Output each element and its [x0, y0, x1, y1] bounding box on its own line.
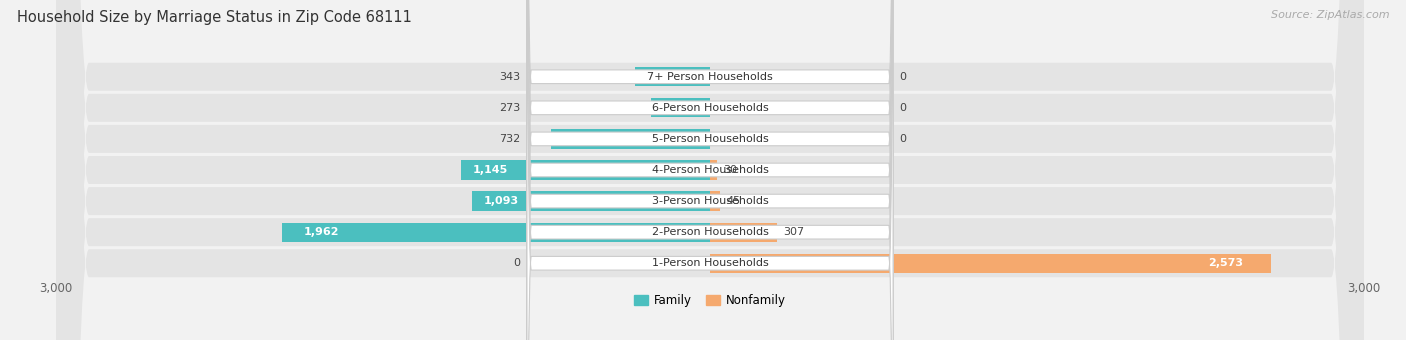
Bar	[461, 160, 710, 180]
Bar	[636, 67, 710, 86]
Bar	[710, 191, 720, 211]
Text: Source: ZipAtlas.com: Source: ZipAtlas.com	[1271, 10, 1389, 20]
FancyBboxPatch shape	[527, 0, 893, 340]
FancyBboxPatch shape	[527, 0, 893, 340]
Text: 4-Person Households: 4-Person Households	[651, 165, 769, 175]
FancyBboxPatch shape	[56, 0, 1364, 340]
Text: 45: 45	[727, 196, 741, 206]
Text: 5-Person Households: 5-Person Households	[651, 134, 769, 144]
Legend: Family, Nonfamily: Family, Nonfamily	[628, 290, 792, 312]
Text: 0: 0	[900, 103, 907, 113]
FancyBboxPatch shape	[56, 0, 1364, 340]
FancyBboxPatch shape	[56, 0, 1364, 340]
Bar	[710, 254, 1271, 273]
Bar	[283, 223, 710, 242]
FancyBboxPatch shape	[527, 0, 893, 340]
Text: 2,573: 2,573	[1208, 258, 1243, 268]
FancyBboxPatch shape	[56, 0, 1364, 340]
Text: 30: 30	[723, 165, 737, 175]
Text: 1,962: 1,962	[304, 227, 339, 237]
Text: 732: 732	[499, 134, 520, 144]
Text: 2-Person Households: 2-Person Households	[651, 227, 769, 237]
FancyBboxPatch shape	[56, 0, 1364, 340]
Text: Household Size by Marriage Status in Zip Code 68111: Household Size by Marriage Status in Zip…	[17, 10, 412, 25]
FancyBboxPatch shape	[527, 0, 893, 340]
Text: 343: 343	[499, 72, 520, 82]
Text: 1,145: 1,145	[472, 165, 508, 175]
Bar	[551, 129, 710, 149]
Text: 0: 0	[900, 72, 907, 82]
Text: 3-Person Households: 3-Person Households	[651, 196, 769, 206]
Bar	[651, 98, 710, 117]
Text: 1-Person Households: 1-Person Households	[651, 258, 769, 268]
FancyBboxPatch shape	[527, 0, 893, 340]
Text: 273: 273	[499, 103, 520, 113]
FancyBboxPatch shape	[527, 0, 893, 340]
FancyBboxPatch shape	[56, 0, 1364, 340]
Text: 7+ Person Households: 7+ Person Households	[647, 72, 773, 82]
Bar	[472, 191, 710, 211]
Bar	[710, 223, 778, 242]
Text: 0: 0	[900, 134, 907, 144]
Text: 0: 0	[513, 258, 520, 268]
FancyBboxPatch shape	[527, 0, 893, 340]
Text: 307: 307	[783, 227, 804, 237]
FancyBboxPatch shape	[56, 0, 1364, 340]
Text: 1,093: 1,093	[484, 196, 519, 206]
Bar	[710, 160, 717, 180]
Text: 6-Person Households: 6-Person Households	[651, 103, 769, 113]
